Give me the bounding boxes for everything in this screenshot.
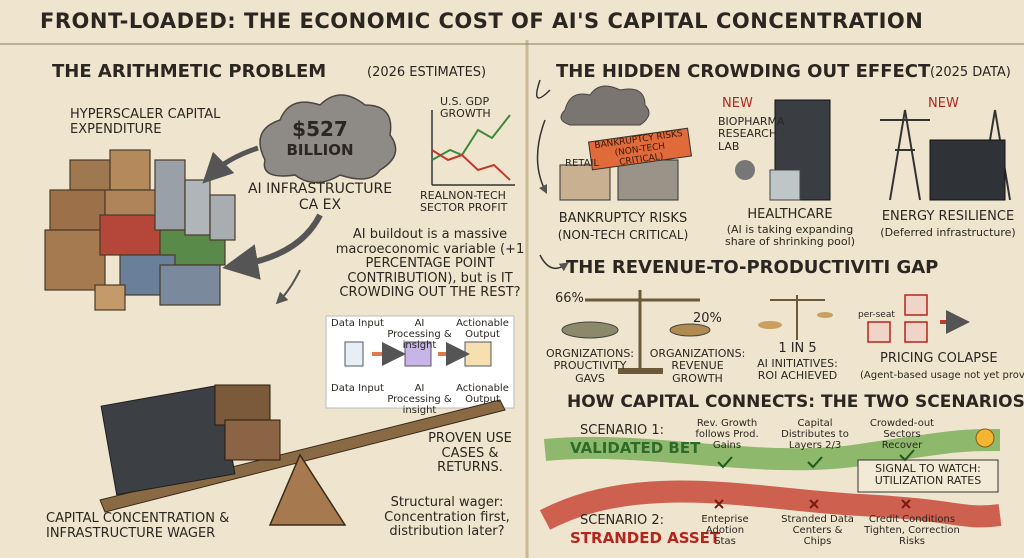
flow-label: Actionable Output [456, 318, 509, 341]
scenario-step: Capital Distributes to Layers 2/3 [781, 418, 849, 452]
cloud-amount: $527 [292, 117, 348, 141]
scenario-label: SCENARIO 2: [580, 513, 665, 528]
proven: PROVEN USE CASES & RETURNS. [428, 431, 512, 476]
flow-label: Actionable Output [456, 383, 509, 406]
ratio: 1 IN 5 [778, 341, 817, 356]
capex-label: HYPERSCALER CAPITAL EXPENDITURE [70, 107, 221, 137]
ratio-label: AI INITIATIVES: ROI ACHIEVED [757, 357, 838, 383]
section-heading: THE ARITHMETIC PROBLEM [52, 61, 327, 82]
pricing-label: PRICING COLAPSE [880, 351, 998, 366]
flow-label: AI Processing & insight [387, 318, 452, 352]
scenario-name: VALIDATED BET [570, 439, 701, 457]
lab-label: BIOPHARMA RESEARCH LAB [718, 115, 785, 153]
section-heading: THE HIDDEN CROWDING OUT EFFECT [556, 61, 931, 82]
scenario-step: Rev. Growth follows Prod. Gains [695, 418, 759, 452]
question: AI buildout is a massive macroeconomic v… [335, 227, 525, 301]
item-label: BANKRUPTCY RISKS [558, 211, 688, 226]
per-seat: per-seat [858, 310, 895, 320]
scale-label: ORGANIZATIONS: REVENUE GROWTH [649, 347, 746, 385]
chart-label: U.S. GDP GROWTH [440, 95, 491, 121]
section-heading: THE REVENUE-TO-PRODUCTIVITI GAP [566, 257, 939, 278]
new-tag: NEW [722, 96, 753, 111]
section-note: (2026 ESTIMATES) [367, 65, 487, 80]
scale-label: ORGNIZATIONS: PROUCTIVITY GAVS [545, 347, 635, 385]
title: FRONT-LOADED: THE ECONOMIC COST OF AI'S … [40, 9, 924, 33]
signal: SIGNAL TO WATCH: UTILIZATION RATES [874, 462, 982, 488]
section-heading: HOW CAPITAL CONNECTS: THE TWO SCENARIOS [567, 392, 1024, 412]
flow-label: Data Input [331, 318, 384, 329]
scenario-step: Credit Conditions Tighten, Correction Ri… [864, 514, 960, 548]
cloud-caption: AI INFRASTRUCTURE CA EX [247, 181, 393, 213]
item-sub: (AI is taking expanding share of shrinki… [724, 223, 855, 249]
flow-label: Data Input [331, 383, 384, 394]
scenario-step: Stranded Data Centers & Chips [781, 514, 854, 548]
pricing-sub: (Agent-based usage not yet prover [860, 370, 1024, 381]
section-note: (2025 DATA) [930, 65, 1011, 80]
store-sign: RETAIL [565, 158, 599, 169]
item-label: HEALTHCARE [747, 207, 833, 222]
chart-label: REALNON-TECH SECTOR PROFIT [420, 189, 508, 215]
flow-label: AI Processing & insight [387, 383, 452, 417]
cloud-unit: BILLION [286, 141, 354, 159]
scenario-step: Enteprise Adotion Stas [701, 514, 749, 548]
scenario-label: SCENARIO 1: [580, 423, 665, 438]
new-tag: NEW [928, 96, 959, 111]
item-sub: (Deferred infrastructure) [880, 226, 1016, 239]
scenario-step: Crowded-out Sectors Recover [869, 418, 935, 452]
percent-label: 66% [555, 291, 584, 306]
scenario-name: STRANDED ASSET [570, 529, 721, 547]
item-sub: (NON-TECH CRITICAL) [557, 228, 689, 242]
wager-question: Structural wager: Concentration first, d… [384, 495, 510, 540]
item-label: ENERGY RESILIENCE [881, 209, 1015, 224]
wager-label: CAPITAL CONCENTRATION & INFRASTRUCTURE W… [46, 511, 230, 541]
percent-label: 20% [693, 311, 722, 326]
